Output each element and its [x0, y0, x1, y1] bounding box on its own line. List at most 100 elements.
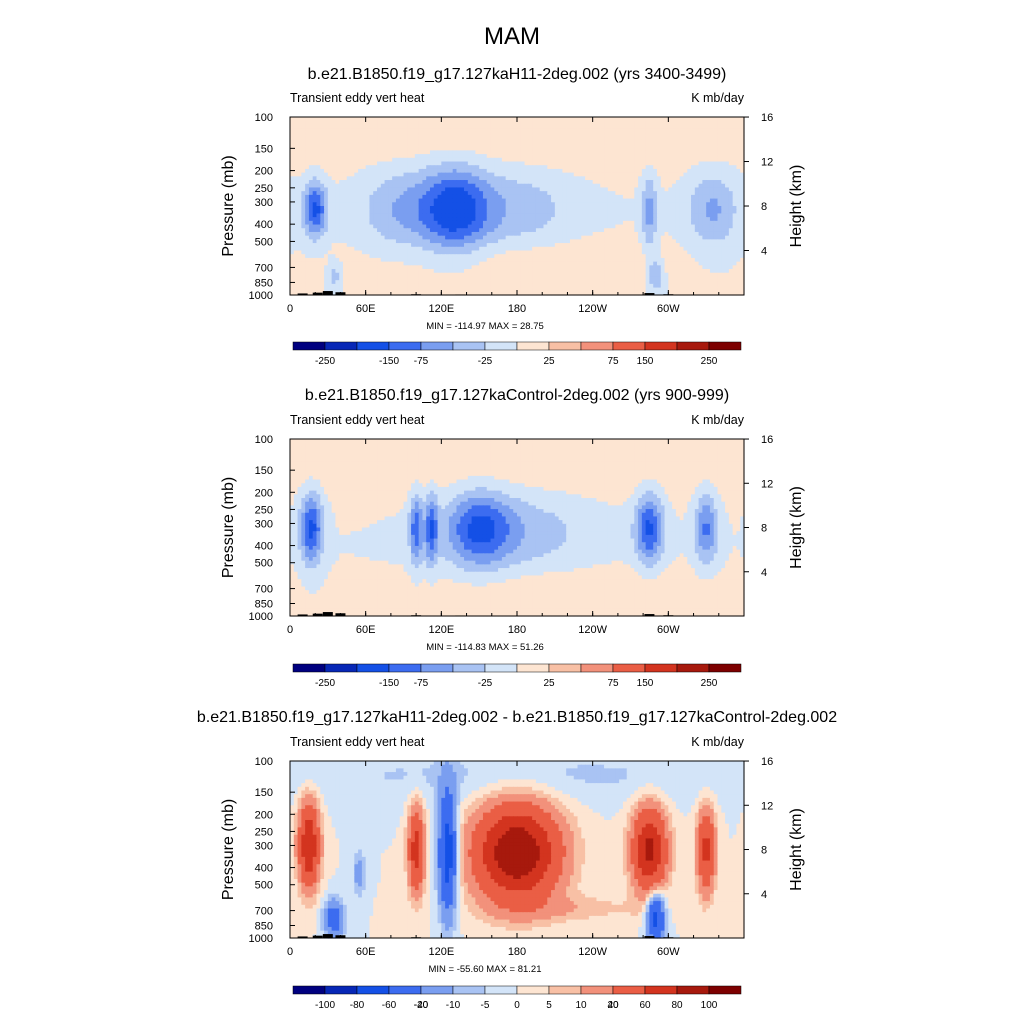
contour-cell [607, 243, 613, 248]
contour-cell [728, 228, 734, 233]
contour-cell [740, 217, 745, 222]
contour-cell [456, 239, 461, 244]
contour-cell [467, 269, 473, 274]
contour-cell [467, 183, 473, 189]
contour-cell [361, 146, 367, 151]
contour-cell [524, 187, 529, 192]
contour-cell [649, 250, 654, 255]
contour-cell [622, 265, 628, 270]
contour-cell [335, 250, 340, 255]
contour-cell [732, 194, 738, 200]
contour-cell [668, 194, 673, 200]
contour-cell [649, 220, 654, 226]
contour-cell [573, 150, 579, 155]
contour-cell [486, 161, 492, 166]
contour-cell [471, 161, 476, 166]
contour-cell [346, 246, 352, 252]
contour-cell [528, 172, 533, 177]
contour-cell [558, 150, 563, 155]
contour-cell [709, 239, 715, 244]
contour-cell [562, 257, 567, 263]
contour-cell [709, 146, 715, 151]
contour-cell [335, 172, 340, 177]
contour-cell [482, 139, 488, 144]
contour-cell [543, 250, 548, 255]
contour-cell [604, 131, 609, 137]
contour-cell [365, 135, 371, 140]
contour-cell [532, 213, 537, 218]
contour-cell [475, 261, 480, 266]
contour-cell [721, 157, 726, 163]
contour-cell [290, 172, 295, 177]
contour-cell [482, 172, 488, 177]
contour-cell [585, 191, 590, 196]
contour-cell [339, 209, 344, 215]
contour-cell [668, 120, 673, 126]
contour-cell [384, 243, 389, 248]
contour-cell [709, 154, 715, 159]
contour-cell [411, 265, 416, 270]
contour-cell [551, 239, 556, 244]
contour-cell [528, 206, 533, 211]
contour-cell [649, 154, 654, 159]
contour-cell [520, 161, 526, 166]
contour-cell [569, 235, 575, 240]
contour-cell [558, 191, 563, 196]
contour-cell [713, 202, 719, 207]
contour-cell [358, 117, 363, 122]
contour-cell [691, 206, 696, 211]
contour-cell [320, 250, 325, 255]
contour-cell [600, 168, 605, 174]
contour-cell [535, 261, 541, 266]
contour-cell [308, 165, 314, 170]
contour-cell [694, 165, 700, 170]
contour-cell [297, 235, 302, 240]
contour-cell [569, 180, 575, 185]
contour-cell [725, 131, 730, 137]
contour-cell [566, 224, 571, 229]
contour-cell [532, 261, 537, 266]
contour-cell [494, 124, 499, 129]
contour-cell [380, 117, 386, 122]
contour-cell [456, 117, 461, 122]
contour-cell [441, 183, 446, 189]
contour-cell [388, 198, 393, 203]
contour-cell [736, 120, 741, 126]
contour-cell [422, 206, 427, 211]
contour-cell [528, 117, 533, 122]
contour-cell [471, 157, 476, 163]
contour-cell [403, 209, 408, 215]
contour-cell [622, 168, 628, 174]
contour-cell [312, 161, 318, 166]
contour-cell [656, 198, 662, 203]
contour-cell [475, 165, 480, 170]
contour-cell [588, 194, 594, 200]
contour-cell [709, 206, 715, 211]
contour-cell [517, 117, 522, 122]
contour-cell [437, 176, 442, 181]
contour-cell [467, 161, 473, 166]
contour-cell [399, 217, 405, 222]
contour-cell [392, 191, 397, 196]
contour-cell [687, 176, 692, 181]
contour-cell [339, 239, 344, 244]
contour-cell [539, 139, 545, 144]
contour-cell [543, 120, 548, 126]
contour-cell [573, 243, 579, 248]
contour-cell [448, 165, 454, 170]
contour-cell [433, 165, 439, 170]
contour-cell [653, 206, 658, 211]
contour-cell [399, 213, 405, 218]
contour-cell [498, 150, 503, 155]
contour-cell [675, 239, 681, 244]
contour-cell [528, 269, 533, 274]
contour-cell [554, 142, 560, 148]
contour-cell [604, 217, 609, 222]
contour-cell [452, 231, 458, 237]
contour-cell [725, 246, 730, 252]
contour-cell [335, 239, 340, 244]
contour-cell [316, 202, 321, 207]
contour-cell [626, 176, 632, 181]
contour-cell [641, 265, 647, 270]
contour-cell [445, 157, 450, 163]
